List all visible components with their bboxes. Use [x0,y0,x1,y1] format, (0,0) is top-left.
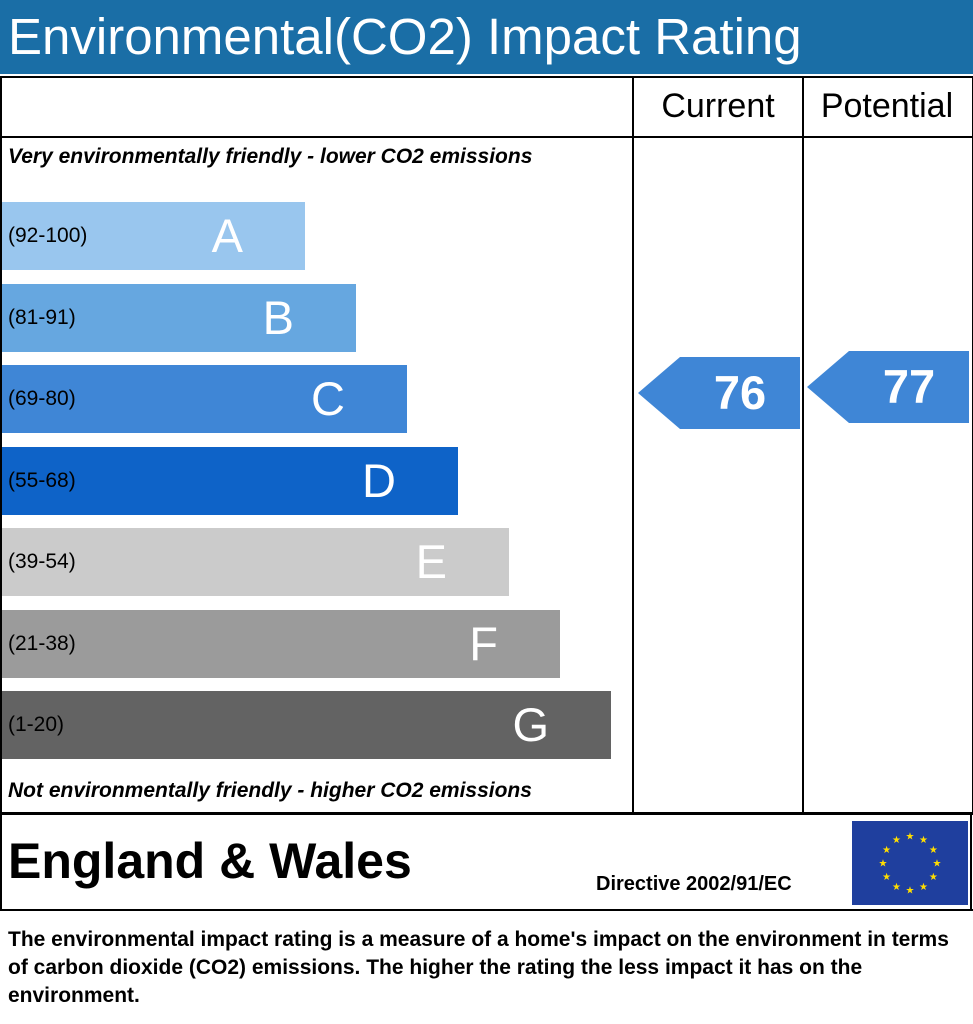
column-divider-current [632,76,634,815]
band-range-label: (69-80) [8,387,76,410]
potential-rating-value: 77 [882,360,936,413]
eu-star-icon: ★ [929,845,938,856]
eu-flag-icon: ★ ★ ★ ★ ★ ★ ★ ★ ★ ★ ★ ★ [852,821,968,905]
column-divider-potential [802,76,804,815]
potential-rating-arrow: 77 [807,351,969,423]
rating-band-a: (92-100) A [2,202,305,270]
bottom-caption: Not environmentally friendly - higher CO… [8,779,532,802]
band-letter: C [311,372,345,425]
footer-bottom-border [0,909,973,911]
title-bar: Environmental(CO2) Impact Rating [0,0,973,74]
eu-star-icon: ★ [919,835,928,846]
current-column-header: Current [661,87,775,125]
rating-band-f: (21-38) F [2,610,560,678]
directive-label: Directive 2002/91/EC [596,873,792,895]
eu-star-icon: ★ [919,882,928,893]
eu-star-icon: ★ [929,872,938,883]
current-rating-arrow: 76 [638,357,800,429]
eu-stars-icon: ★ ★★★★★★★★★★★ [879,832,942,897]
eu-star-icon: ★ [906,832,915,843]
potential-arrow-shape [807,351,969,423]
current-arrow-shape [638,357,800,429]
rating-band-g: (1-20) G [2,691,611,759]
rating-description: The environmental impact rating is a mea… [8,928,949,1007]
band-range-label: (55-68) [8,469,76,492]
potential-column-header: Potential [820,87,954,125]
header-divider [0,136,973,138]
band-range-label: (39-54) [8,550,76,573]
band-letter: F [469,617,498,670]
eu-star-icon: ★ [882,845,891,856]
band-letter: D [362,454,396,507]
current-rating-value: 76 [713,366,767,419]
page-title: Environmental(CO2) Impact Rating [8,8,802,65]
eu-star-icon: ★ [882,872,891,883]
eu-star-icon: ★ [892,882,901,893]
footer-divider [0,812,973,814]
rating-band-c: (69-80) C [2,365,407,433]
eu-star-icon: ★ [933,859,942,870]
band-range-label: (1-20) [8,713,65,736]
rating-band-d: (55-68) D [2,447,458,515]
footer-left-border [0,812,2,911]
band-letter: A [211,209,243,262]
band-letter: B [262,291,294,344]
band-range-label: (21-38) [8,632,76,655]
rating-band-b: (81-91) B [2,284,356,352]
region-title: England & Wales [8,833,412,889]
rating-band-e: (39-54) E [2,528,509,596]
band-range-label: (81-91) [8,306,76,329]
band-range-label: (92-100) [8,224,88,247]
band-letter: E [415,535,447,588]
band-letter: G [512,698,549,751]
eu-star-icon: ★ [892,835,901,846]
eu-star-icon: ★ [906,886,915,897]
top-caption: Very environmentally friendly - lower CO… [8,145,533,168]
footer-right-border [970,812,972,911]
eu-star-icon: ★ [879,859,888,870]
